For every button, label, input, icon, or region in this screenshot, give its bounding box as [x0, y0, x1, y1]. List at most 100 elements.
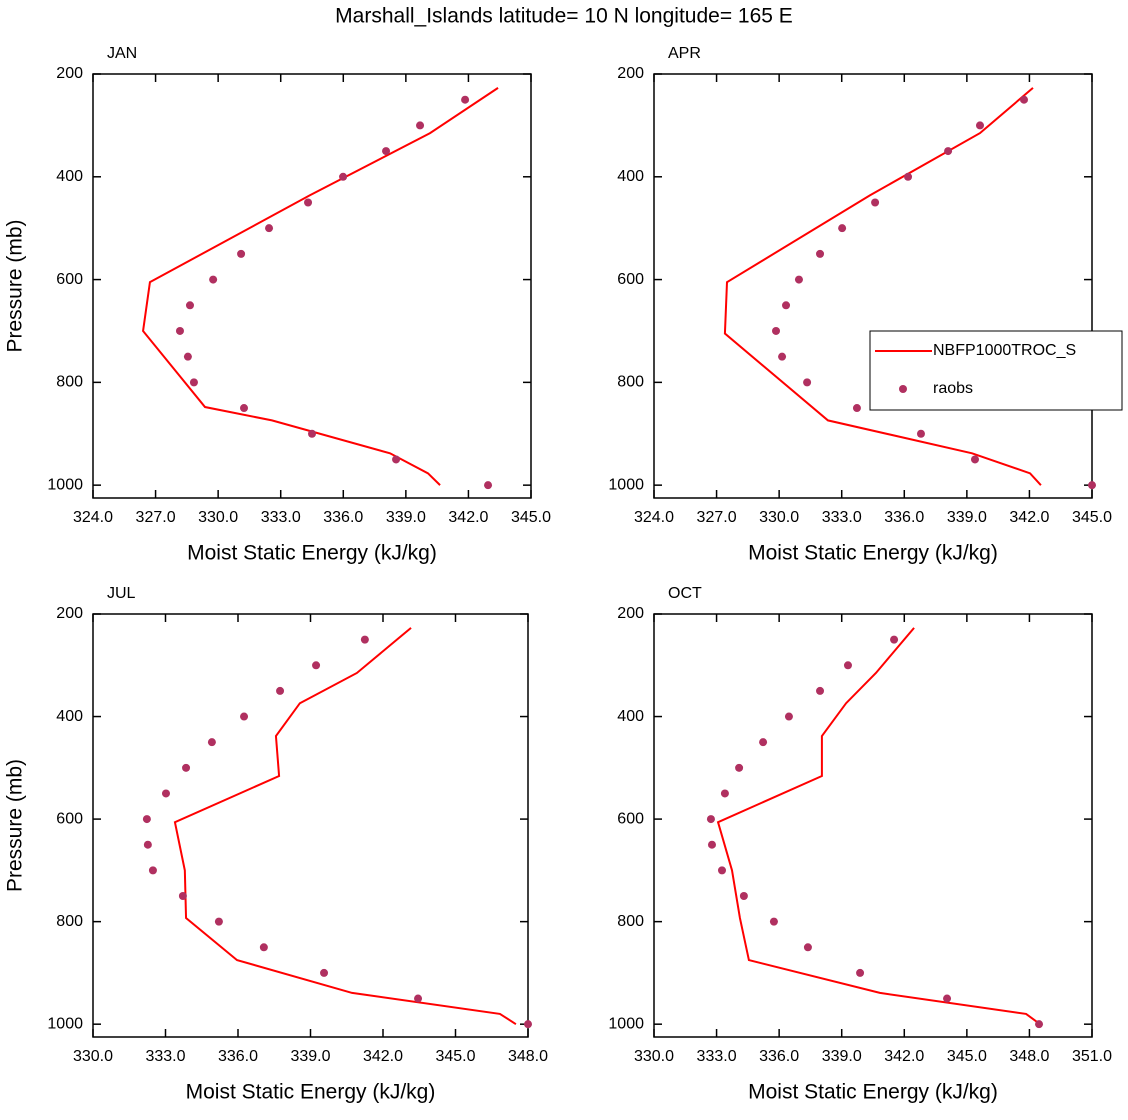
y-tick-label: 1000 — [608, 476, 644, 493]
raob-point — [784, 712, 793, 721]
x-tick-label: 333.0 — [145, 1048, 185, 1065]
y-axis-label: Pressure (mb) — [4, 759, 27, 892]
x-tick-label: 333.0 — [261, 509, 301, 526]
x-tick-label: 330.0 — [73, 1048, 113, 1065]
raob-point — [382, 147, 391, 156]
raob-point — [142, 815, 151, 824]
y-tick-label: 200 — [56, 65, 83, 82]
raob-point — [816, 249, 825, 258]
x-tick-label: 327.0 — [136, 509, 176, 526]
raob-point — [943, 994, 952, 1003]
x-tick-label: 333.0 — [822, 509, 862, 526]
x-tick-label: 348.0 — [1009, 1048, 1049, 1065]
x-tick-label: 327.0 — [697, 509, 737, 526]
x-tick-label: 339.0 — [386, 509, 426, 526]
raob-point — [904, 172, 913, 181]
raob-point — [794, 275, 803, 284]
legend-label: raobs — [933, 380, 973, 397]
y-tick-label: 800 — [617, 374, 644, 391]
raob-point — [778, 352, 787, 361]
y-tick-label: 600 — [56, 810, 83, 827]
y-axis-label: Pressure (mb) — [4, 219, 27, 352]
raob-point — [707, 840, 716, 849]
raob-point — [312, 661, 321, 670]
x-tick-label: 324.0 — [634, 509, 674, 526]
raob-point — [265, 224, 274, 233]
raob-point — [392, 455, 401, 464]
panel-title: JUL — [107, 585, 136, 602]
raob-point — [890, 635, 899, 644]
raob-point — [148, 866, 157, 875]
raob-point — [143, 840, 152, 849]
panel-title: OCT — [668, 585, 702, 602]
x-tick-label: 345.0 — [435, 1048, 475, 1065]
profile-line — [173, 627, 517, 1026]
raob-point — [276, 686, 285, 695]
y-tick-label: 1000 — [47, 1015, 83, 1032]
plot-frame — [653, 73, 1093, 499]
raob-point — [735, 763, 744, 772]
raob-point — [484, 481, 493, 490]
x-tick-label: 342.0 — [363, 1048, 403, 1065]
profile-line — [142, 87, 499, 486]
raob-point — [320, 968, 329, 977]
raob-point — [782, 301, 791, 310]
x-tick-label: 342.0 — [1009, 509, 1049, 526]
panel-title: JAN — [107, 45, 137, 62]
x-tick-label: 348.0 — [508, 1048, 548, 1065]
raob-point — [414, 994, 423, 1003]
raob-point — [843, 661, 852, 670]
raob-point — [524, 1020, 532, 1029]
x-tick-label: 345.0 — [1072, 509, 1112, 526]
raob-point — [183, 352, 192, 361]
y-tick-label: 800 — [56, 374, 83, 391]
raob-point — [769, 917, 778, 926]
raob-point — [182, 763, 191, 772]
y-tick-label: 1000 — [608, 1015, 644, 1032]
x-tick-label: 330.0 — [634, 1048, 674, 1065]
y-tick-label: 200 — [617, 605, 644, 622]
x-tick-label: 336.0 — [218, 1048, 258, 1065]
raob-point — [916, 429, 925, 438]
raob-point — [852, 404, 861, 413]
panel-title: APR — [668, 45, 701, 62]
x-tick-label: 345.0 — [511, 509, 551, 526]
y-tick-label: 1000 — [47, 476, 83, 493]
raob-point — [739, 892, 748, 900]
raob-point — [720, 789, 729, 798]
x-tick-label: 336.0 — [323, 509, 363, 526]
y-tick-label: 400 — [617, 708, 644, 725]
raob-point — [1088, 481, 1096, 490]
y-tick-label: 400 — [56, 708, 83, 725]
raob-point — [189, 378, 198, 387]
y-tick-label: 800 — [56, 913, 83, 930]
x-tick-label: 351.0 — [1072, 1048, 1112, 1065]
x-tick-label: 342.0 — [884, 1048, 924, 1065]
x-tick-label: 345.0 — [947, 1048, 987, 1065]
y-tick-label: 200 — [56, 605, 83, 622]
figure-title: Marshall_Islands latitude= 10 N longitud… — [335, 5, 793, 28]
raob-point — [871, 198, 880, 207]
x-axis-label: Moist Static Energy (kJ/kg) — [748, 542, 998, 565]
raob-point — [237, 249, 246, 258]
raob-point — [240, 404, 249, 413]
raob-point — [1035, 1020, 1044, 1029]
plot-frame — [653, 613, 1093, 1038]
x-axis-label: Moist Static Energy (kJ/kg) — [748, 1081, 998, 1104]
x-tick-label: 330.0 — [759, 509, 799, 526]
raob-point — [214, 917, 223, 926]
raob-point — [304, 198, 313, 207]
x-tick-label: 339.0 — [822, 1048, 862, 1065]
x-tick-label: 333.0 — [697, 1048, 737, 1065]
x-axis-label: Moist Static Energy (kJ/kg) — [186, 1081, 436, 1104]
x-tick-label: 336.0 — [759, 1048, 799, 1065]
raob-point — [1020, 95, 1029, 104]
y-tick-label: 400 — [617, 168, 644, 185]
raob-point — [161, 789, 170, 798]
legend-label: NBFP1000TROC_S — [933, 342, 1076, 359]
x-tick-label: 324.0 — [73, 509, 113, 526]
y-tick-label: 600 — [56, 271, 83, 288]
raob-point — [816, 686, 825, 695]
y-tick-label: 600 — [617, 271, 644, 288]
